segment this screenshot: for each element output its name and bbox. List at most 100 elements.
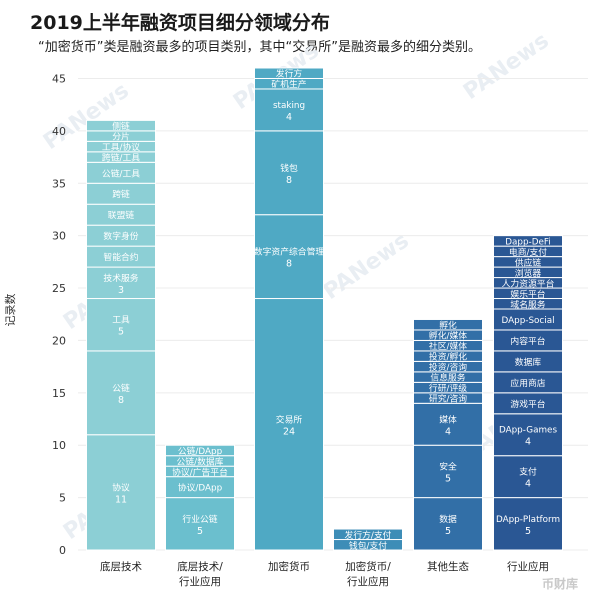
segment-label: 发行方/支付 xyxy=(345,529,392,541)
y-tick-label: 10 xyxy=(52,439,66,452)
y-tick-label: 20 xyxy=(52,334,66,347)
segment-label: 矿机生产 xyxy=(271,78,306,90)
y-tick-label: 15 xyxy=(52,387,66,400)
bar-segment xyxy=(254,130,324,216)
segment-label: 数据库 xyxy=(515,356,542,368)
segment-label: 数据 xyxy=(439,513,457,525)
segment-label: 浏览器 xyxy=(515,267,542,279)
segment-value: 5 xyxy=(118,327,124,338)
segment-label: DApp-Social xyxy=(501,316,554,326)
y-tick-label: 25 xyxy=(52,282,66,295)
segment-label: 技术服务 xyxy=(103,272,138,284)
y-tick-label: 35 xyxy=(52,177,66,190)
x-tick-label: 行业应用 xyxy=(179,575,221,588)
segment-label: 钱包 xyxy=(280,162,298,174)
segment-label: DApp-Games xyxy=(499,426,557,436)
segment-label: 工具/协议 xyxy=(102,141,140,153)
segment-value: 5 xyxy=(445,526,451,537)
bar-segment xyxy=(86,434,156,551)
segment-value: 11 xyxy=(115,494,127,505)
chart-subtitle: “加密货币”类是融资最多的项目类别，其中“交易所”是融资最多的细分类别。 xyxy=(38,40,481,55)
bar-segment xyxy=(493,413,563,457)
segment-label: 协议/DApp xyxy=(178,482,223,494)
segment-label: 内容平台 xyxy=(510,335,545,347)
segment-label: 应用商店 xyxy=(510,377,545,389)
segment-label: 安全 xyxy=(439,460,457,472)
y-tick-label: 0 xyxy=(59,544,66,557)
bar-segment xyxy=(165,444,235,457)
segment-value: 5 xyxy=(445,473,451,484)
segment-label: 供应链 xyxy=(515,256,542,268)
bar-segment xyxy=(493,235,563,247)
segment-label: 孵化/媒体 xyxy=(429,330,467,342)
y-tick-label: 5 xyxy=(59,492,66,505)
segment-label: 钱包/支付 xyxy=(349,539,387,551)
bar-segment xyxy=(333,528,403,541)
segment-label: 公链/工具 xyxy=(102,167,140,179)
segment-label: DApp-Platform xyxy=(496,515,560,525)
segment-label: 跨链/工具 xyxy=(102,152,140,164)
x-tick-label: 加密货币/ xyxy=(345,560,391,573)
watermark-text: PANews xyxy=(459,28,554,105)
bar-segment xyxy=(86,119,156,132)
segment-value: 8 xyxy=(286,259,292,270)
bar-segment xyxy=(165,497,235,551)
bar-segment xyxy=(413,402,483,446)
segment-value: 4 xyxy=(525,479,531,490)
segment-label: 交易所 xyxy=(276,413,303,425)
segment-value: 4 xyxy=(525,437,531,448)
segment-label: 域名服务 xyxy=(510,298,545,310)
segment-label: 公链 xyxy=(112,382,130,394)
chart-title: 2019上半年融资项目细分领域分布 xyxy=(30,12,330,34)
x-tick-label: 底层技术/ xyxy=(177,560,223,573)
x-tick-label: 其他生态 xyxy=(427,560,469,573)
bar-segment xyxy=(86,350,156,436)
y-axis-label: 记录数 xyxy=(4,294,17,327)
segment-label: 跨链 xyxy=(112,188,130,200)
segment-label: 发行方 xyxy=(276,68,303,80)
bar-stack: DApp-Platform5支付4DApp-Games4游戏平台应用商店数据库内… xyxy=(493,235,563,551)
segment-label: 电商/支付 xyxy=(509,246,547,258)
bar-segment xyxy=(254,67,324,79)
segment-label: 联盟链 xyxy=(108,209,135,221)
y-axis: 0 5 10 15 20 25 30 35 40 45 xyxy=(52,72,66,557)
segment-label: 协议 xyxy=(112,481,130,493)
segment-label: 行业公链 xyxy=(182,513,217,525)
y-tick-label: 40 xyxy=(52,125,66,138)
segment-label: 工具 xyxy=(112,315,130,326)
bar-segment xyxy=(493,497,563,551)
segment-label: 投资/孵化 xyxy=(429,351,467,363)
segment-value: 8 xyxy=(118,395,124,406)
segment-label: 公链/DApp xyxy=(178,445,223,457)
bar-segment xyxy=(413,497,483,551)
bar-segment xyxy=(413,444,483,499)
bar-segment xyxy=(413,318,483,331)
segment-value: 4 xyxy=(286,112,292,123)
segment-label: 公链/数据库 xyxy=(177,455,224,467)
bar-segment xyxy=(86,298,156,352)
bar-segment xyxy=(254,88,324,132)
footer-logo: 币财库 xyxy=(542,576,578,591)
segment-label: 数字资产综合管理 xyxy=(254,246,325,258)
footer-logo-text: 币财库 xyxy=(542,576,578,591)
x-tick-label: 加密货币 xyxy=(268,560,310,573)
bar-segment xyxy=(254,214,324,300)
segment-value: 8 xyxy=(286,175,292,186)
segment-value: 24 xyxy=(283,426,295,437)
segment-label: 研究/咨询 xyxy=(429,393,467,405)
x-tick-label: 行业应用 xyxy=(347,575,389,588)
segment-value: 4 xyxy=(445,426,451,437)
bar-segment xyxy=(254,298,324,551)
segment-value: 3 xyxy=(118,285,124,296)
segment-label: 数字身份 xyxy=(103,230,138,242)
segment-label: 行研/评级 xyxy=(429,382,467,394)
segment-label: 孵化 xyxy=(439,319,457,331)
x-tick-label: 底层技术 xyxy=(100,560,142,573)
segment-label: 投资/咨询 xyxy=(429,361,467,373)
segment-label: 娱乐平台 xyxy=(510,288,545,300)
